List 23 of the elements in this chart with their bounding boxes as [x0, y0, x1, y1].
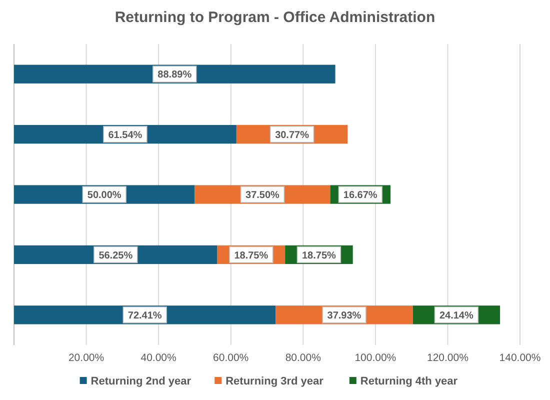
data-label: 61.54%	[108, 130, 142, 141]
data-label: 16.67%	[343, 190, 378, 202]
legend-label: Returning 4th year	[360, 376, 458, 388]
x-tick-label: 80.00%	[285, 352, 321, 364]
data-label: 50.00%	[87, 190, 122, 202]
data-label: 37.50%	[246, 190, 280, 202]
x-tick-label: 100.00%	[354, 352, 396, 364]
legend-label: Returning 3rd year	[226, 376, 324, 388]
x-tick-label: 140.00%	[499, 352, 541, 364]
data-label: 88.89%	[158, 70, 192, 81]
legend-label: Returning 2nd year	[90, 376, 192, 388]
data-label: 24.14%	[439, 310, 474, 322]
x-tick-label: 120.00%	[426, 352, 468, 364]
data-label: 72.41%	[128, 310, 162, 322]
x-tick-label: 60.00%	[213, 352, 249, 364]
data-label: 37.93%	[327, 310, 362, 322]
x-tick-label: 20.00%	[68, 352, 104, 364]
chart-title: Returning to Program - Office Administration	[114, 9, 436, 26]
data-label: 56.25%	[98, 250, 133, 262]
data-label: 18.75%	[302, 250, 336, 262]
x-tick-label: 40.00%	[140, 352, 176, 364]
data-label: 30.77%	[275, 130, 310, 141]
data-label: 18.75%	[234, 250, 268, 262]
